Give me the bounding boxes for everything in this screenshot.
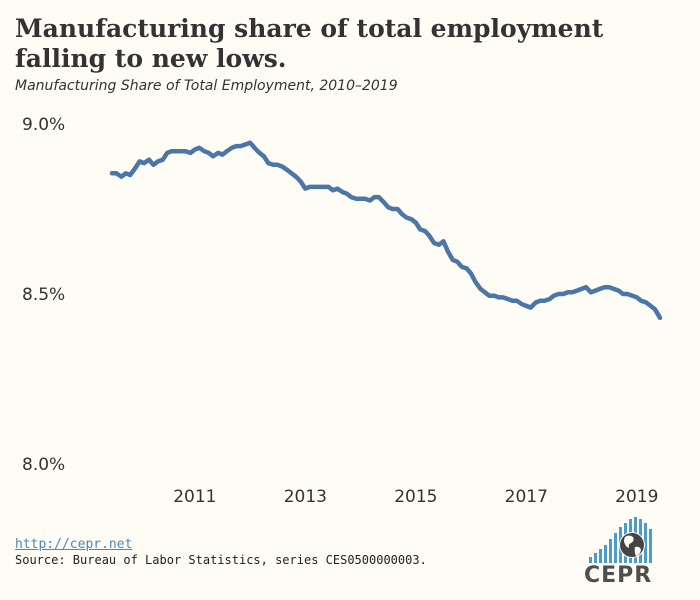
logo-text: CEPR — [584, 563, 653, 588]
logo-bar — [599, 549, 602, 563]
logo-bar — [604, 545, 607, 563]
y-tick-label: 8.5% — [22, 285, 65, 305]
y-tick-label: 9.0% — [22, 115, 65, 135]
logo-bar — [594, 553, 597, 563]
x-tick-label: 2011 — [173, 487, 216, 507]
y-tick-label: 8.0% — [22, 455, 65, 475]
logo-bar — [614, 533, 617, 563]
cepr-logo — [589, 517, 652, 563]
chart-subtitle: Manufacturing Share of Total Employment,… — [15, 78, 398, 94]
y-axis: 9.0% 8.5% 8.0% — [22, 115, 65, 475]
logo-bar — [649, 529, 652, 563]
series-line — [109, 140, 663, 321]
x-tick-label: 2017 — [505, 487, 548, 507]
source-text: Source: Bureau of Labor Statistics, seri… — [15, 553, 427, 567]
logo-bar — [644, 523, 647, 563]
chart-title: Manufacturing share of total employment … — [15, 14, 604, 73]
logo-bar — [609, 539, 612, 563]
x-tick-label: 2015 — [394, 487, 437, 507]
source-link[interactable]: http://cepr.net — [15, 537, 133, 552]
logo-bar — [589, 557, 592, 563]
globe-icon — [619, 532, 645, 558]
x-axis: 2011 2013 2015 2017 2019 — [173, 487, 658, 507]
x-tick-label: 2019 — [615, 487, 658, 507]
x-tick-label: 2013 — [284, 487, 327, 507]
